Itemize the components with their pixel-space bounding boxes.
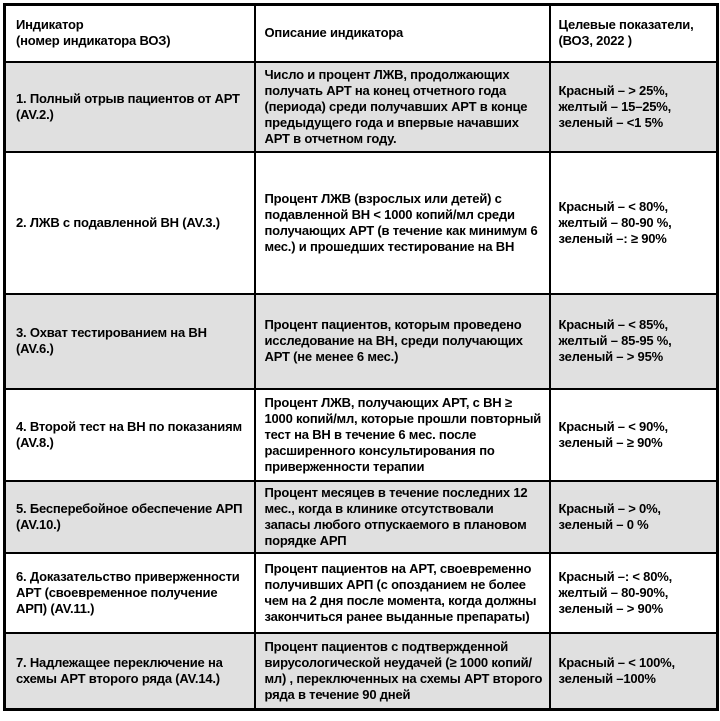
targets-cell: Красный –: < 80%, желтый – 80-90%, зелен… — [548, 551, 719, 634]
description-cell: Число и процент ЛЖВ, продолжающих получа… — [253, 60, 551, 153]
targets-cell: Красный – < 100%, зеленый –100% — [548, 631, 719, 711]
indicator-cell: 7. Надлежащее переключение на схемы АРТ … — [3, 631, 256, 711]
header-targets: Целевые показатели, (ВОЗ, 2022 ) — [548, 3, 719, 63]
description-cell: Процент пациентов с подтвержденной вирус… — [253, 631, 551, 711]
table-row-6: 6. Доказательство приверженности АРТ (св… — [3, 551, 719, 634]
description-cell: Процент ЛЖВ (взрослых или детей) с подав… — [253, 150, 551, 295]
targets-cell: Красный – > 25%, желтый – 15–25%, зелены… — [548, 60, 719, 153]
description-cell: Процент пациентов на АРТ, своевременно п… — [253, 551, 551, 634]
header-indicator: Индикатор (номер индикатора ВОЗ) — [3, 3, 256, 63]
indicator-cell: 4. Второй тест на ВН по показаниям (AV.8… — [3, 387, 256, 482]
description-cell: Процент пациентов, которым проведено исс… — [253, 292, 551, 390]
description-cell: Процент ЛЖВ, получающих АРТ, с ВН ≥ 1000… — [253, 387, 551, 482]
indicator-cell: 1. Полный отрыв пациентов от АРТ (AV.2.) — [3, 60, 256, 153]
table-row-7: 7. Надлежащее переключение на схемы АРТ … — [3, 631, 719, 711]
table-row-5: 5. Бесперебойное обеспечение АРП (AV.10.… — [3, 479, 719, 554]
header-description: Описание индикатора — [253, 3, 551, 63]
description-cell: Процент месяцев в течение последних 12 м… — [253, 479, 551, 554]
targets-cell: Красный – < 90%, зеленый – ≥ 90% — [548, 387, 719, 482]
targets-cell: Красный – < 80%, желтый – 80-90 %, зелен… — [548, 150, 719, 295]
indicator-cell: 6. Доказательство приверженности АРТ (св… — [3, 551, 256, 634]
table-row-2: 2. ЛЖВ с подавленной ВН (AV.3.) Процент … — [3, 150, 719, 295]
indicator-cell: 3. Охват тестированием на ВН (AV.6.) — [3, 292, 256, 390]
indicators-table: Индикатор (номер индикатора ВОЗ) Описани… — [3, 3, 719, 711]
table-row-3: 3. Охват тестированием на ВН (AV.6.) Про… — [3, 292, 719, 390]
indicator-cell: 5. Бесперебойное обеспечение АРП (AV.10.… — [3, 479, 256, 554]
table-row-4: 4. Второй тест на ВН по показаниям (AV.8… — [3, 387, 719, 482]
targets-cell: Красный – < 85%, желтый – 85-95 %, зелен… — [548, 292, 719, 390]
indicator-cell: 2. ЛЖВ с подавленной ВН (AV.3.) — [3, 150, 256, 295]
table-row-1: 1. Полный отрыв пациентов от АРТ (AV.2.)… — [3, 60, 719, 153]
table-header-row: Индикатор (номер индикатора ВОЗ) Описани… — [3, 3, 719, 63]
targets-cell: Красный – > 0%, зеленый – 0 % — [548, 479, 719, 554]
